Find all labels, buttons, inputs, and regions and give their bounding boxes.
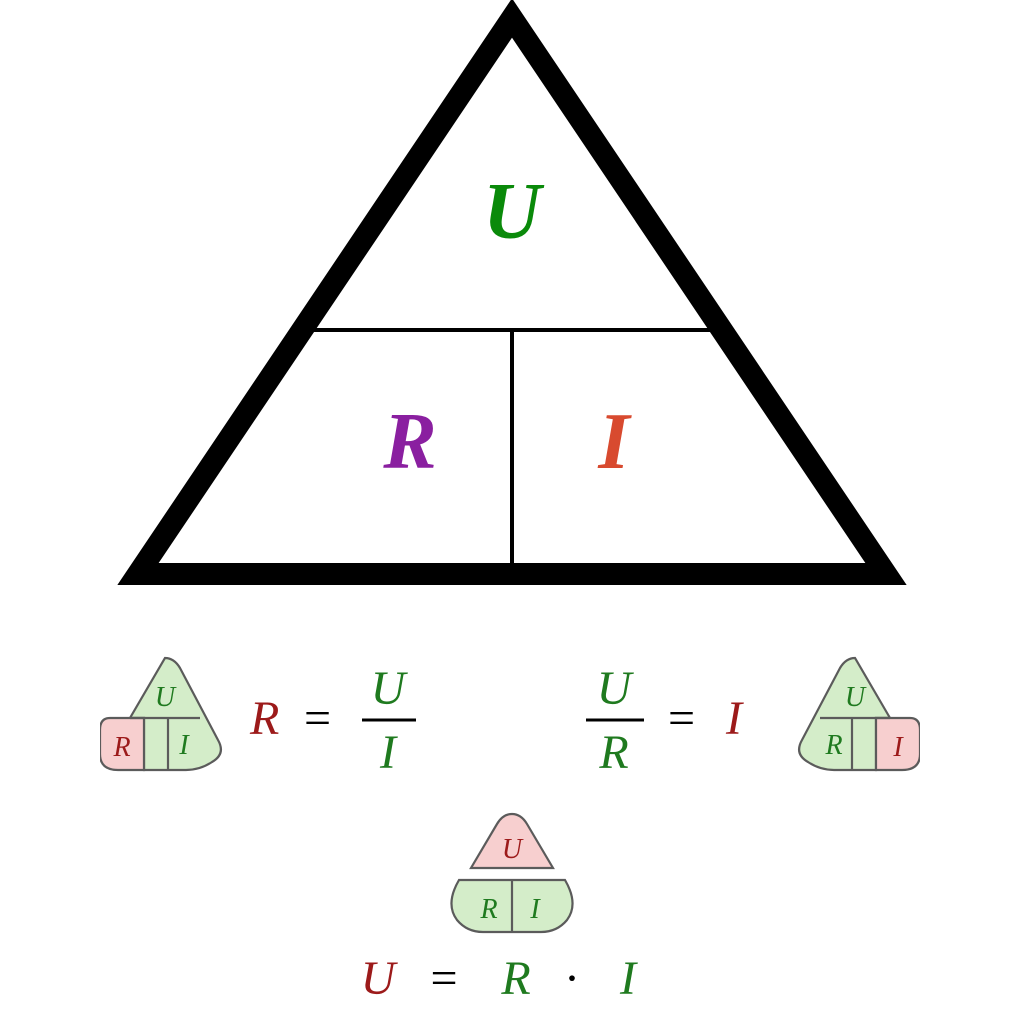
eq-U-I: I	[619, 952, 638, 1005]
mini-I-U: U	[845, 682, 867, 713]
mini-I-R: R	[824, 730, 842, 761]
mini-R-R: R	[112, 732, 130, 763]
main-triangle: U R I	[0, 0, 1024, 600]
mini-triangle-R: U R I	[100, 650, 230, 780]
main-I-label: I	[597, 398, 632, 486]
eq-U-dot: ·	[564, 952, 580, 1005]
eq-R-den: I	[379, 726, 398, 779]
mini-triangle-I: U R I	[790, 650, 920, 780]
eq-I-den: R	[598, 726, 628, 779]
eq-I-num: U	[597, 662, 635, 715]
main-U-label: U	[483, 168, 545, 256]
eq-U-lhs: U	[361, 952, 399, 1005]
eq-R-equals: =	[304, 692, 331, 745]
eq-I-equals: =	[668, 692, 695, 745]
mini-U-U: U	[502, 834, 524, 865]
eq-U-equals: =	[430, 952, 457, 1005]
equation-I: U R = I	[570, 648, 810, 788]
eq-R-num: U	[371, 662, 409, 715]
ohms-law-diagram: U R I U R I R = U I U R = I	[0, 0, 1024, 1024]
mini-triangle-U: U R I	[437, 810, 587, 940]
mini-I-I: I	[892, 732, 904, 763]
equation-U: U = R · I	[332, 944, 692, 1014]
mini-R-I: I	[178, 730, 190, 761]
eq-I-rhs: I	[725, 692, 744, 745]
mini-U-R: R	[479, 894, 497, 925]
main-R-label: R	[382, 398, 436, 486]
eq-U-R: R	[500, 952, 530, 1005]
eq-R-lhs: R	[249, 692, 279, 745]
mini-U-I: I	[529, 894, 541, 925]
mini-R-U: U	[155, 682, 177, 713]
equation-R: R = U I	[228, 648, 468, 788]
